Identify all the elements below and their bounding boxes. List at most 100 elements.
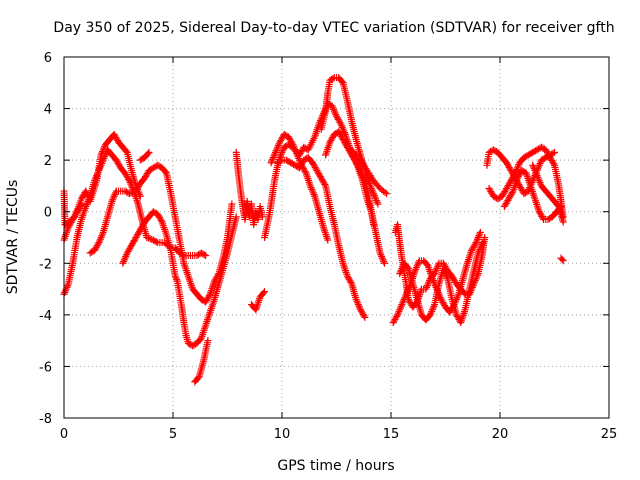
data-point	[338, 77, 346, 85]
data-point	[356, 304, 364, 312]
data-point	[550, 160, 558, 168]
x-axis-label: GPS time / hours	[277, 458, 394, 474]
data-point	[512, 167, 520, 175]
data-point	[271, 150, 279, 158]
data-point	[143, 234, 151, 241]
data-point	[356, 165, 364, 173]
data-point	[428, 275, 436, 283]
data-point	[398, 264, 406, 272]
data-point	[279, 147, 287, 155]
data-point	[64, 282, 72, 290]
data-point	[93, 172, 101, 180]
data-point	[83, 199, 91, 207]
data-point	[108, 197, 116, 205]
data-point	[380, 258, 388, 266]
data-point	[442, 271, 450, 279]
data-point	[272, 147, 280, 155]
data-point	[394, 311, 402, 319]
data-point	[204, 337, 212, 345]
data-point	[439, 264, 447, 272]
data-point	[111, 191, 119, 199]
data-point	[336, 118, 344, 126]
data-point	[373, 198, 381, 206]
data-point	[290, 142, 298, 150]
data-point	[411, 267, 419, 275]
data-point	[261, 288, 269, 296]
data-point	[157, 216, 165, 224]
data-point	[288, 139, 296, 147]
data-point	[125, 190, 133, 198]
data-point	[293, 149, 301, 157]
data-point	[532, 170, 540, 178]
data-point	[422, 285, 430, 293]
data-point	[129, 188, 137, 196]
data-point	[127, 180, 135, 188]
data-point	[559, 257, 567, 265]
data-point	[144, 234, 152, 242]
data-point	[378, 254, 386, 262]
data-point	[474, 249, 482, 257]
data-point	[532, 168, 540, 176]
data-point	[361, 313, 369, 321]
data-point	[354, 299, 362, 307]
data-point	[442, 270, 449, 278]
data-point	[267, 159, 275, 167]
data-point	[379, 256, 387, 264]
data-point	[478, 240, 486, 248]
data-point	[98, 160, 106, 168]
data-point	[269, 155, 277, 163]
data-point	[148, 235, 156, 243]
data-point	[128, 182, 136, 190]
data-point	[277, 157, 285, 165]
data-point	[401, 294, 409, 302]
data-point	[472, 239, 480, 247]
data-point	[399, 299, 407, 307]
data-point	[355, 302, 363, 310]
y-axis-label: SDTVAR / TECUs	[5, 180, 21, 295]
data-point	[429, 304, 437, 312]
data-point	[396, 304, 404, 312]
data-trace	[191, 337, 212, 386]
data-point	[99, 156, 107, 164]
data-point	[328, 102, 336, 110]
data-point	[473, 235, 481, 243]
data-point	[82, 203, 90, 211]
data-point	[371, 193, 379, 201]
data-point	[513, 164, 521, 172]
chart-title: Day 350 of 2025, Sidereal Day-to-day VTE…	[53, 20, 614, 36]
data-point	[82, 187, 90, 195]
data-point	[432, 266, 440, 274]
plot-frame	[63, 56, 610, 419]
data-point	[529, 163, 537, 171]
data-point	[310, 191, 318, 199]
data-trace	[529, 161, 567, 226]
data-point	[270, 152, 278, 160]
data-point	[433, 264, 441, 272]
data-point	[535, 177, 543, 185]
data-point	[404, 285, 412, 293]
data-point	[289, 141, 297, 149]
data-point	[205, 292, 213, 300]
data-point	[269, 154, 277, 162]
data-point	[354, 301, 362, 309]
data-point	[145, 148, 153, 156]
data-point	[171, 272, 179, 280]
data-point	[77, 202, 85, 210]
data-point	[423, 282, 431, 290]
data-point	[536, 160, 544, 168]
data-point	[393, 312, 401, 320]
data-point	[278, 148, 286, 156]
data-point	[232, 213, 240, 221]
data-point	[295, 154, 303, 162]
data-point	[403, 289, 411, 297]
data-point	[200, 251, 208, 259]
data-point	[531, 166, 539, 174]
data-point	[101, 153, 109, 161]
data-point	[338, 123, 346, 131]
data-point	[308, 185, 316, 193]
data-point	[381, 188, 389, 196]
data-point	[293, 151, 301, 159]
data-point	[430, 302, 438, 310]
data-point	[125, 175, 133, 183]
data-trace	[317, 74, 382, 208]
